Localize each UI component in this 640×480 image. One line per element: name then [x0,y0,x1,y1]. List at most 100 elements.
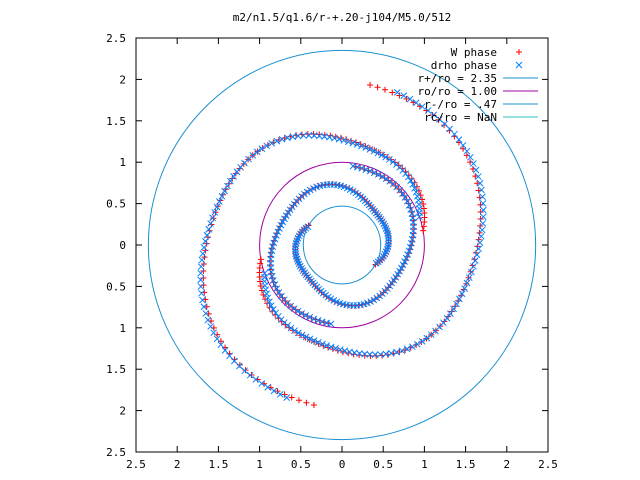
data-point [258,380,266,387]
data-point [366,351,374,358]
data-point [446,125,454,133]
data-point [370,147,378,155]
data-point [302,312,310,319]
data-point [367,82,374,89]
data-point [408,343,416,351]
data-point [294,307,302,315]
data-point [430,111,438,119]
data-point [319,340,326,348]
data-point [221,347,229,354]
data-point [475,245,482,253]
data-point [257,256,264,263]
data-point [385,240,392,248]
data-point [362,144,370,152]
data-point [277,221,285,229]
data-point [382,153,390,161]
data-point [275,289,283,296]
data-point [466,153,474,161]
legend-label: W phase [451,46,497,59]
data-point [306,313,314,321]
data-point [385,235,392,243]
reference-circle [302,205,382,285]
data-point [298,310,306,317]
reference-circles [147,49,537,441]
data-point [378,151,386,159]
data-point [373,294,381,302]
data-point [267,302,275,309]
data-point [257,278,264,285]
x-tick-label: 1.5 [456,458,476,471]
data-point [423,334,431,342]
data-point [406,243,414,251]
data-point [237,163,244,171]
data-point [389,158,397,166]
data-point [374,84,381,91]
data-point [303,188,311,196]
data-point [273,232,280,239]
data-point [327,320,335,328]
data-point [377,351,384,358]
y-tick-label: 1.5 [106,115,126,128]
data-point [453,300,460,308]
x-tick-label: 2 [503,458,510,471]
data-point [198,256,206,264]
data-point [207,323,214,330]
data-point [470,263,477,270]
data-point [284,134,291,142]
data-point [382,175,390,183]
data-point [273,285,281,293]
data-point [303,399,310,406]
x-tick-label: 1 [421,458,428,471]
data-point [411,184,418,192]
data-point [295,397,302,404]
data-point [233,168,241,176]
data-point [399,261,407,269]
data-point [465,274,473,282]
y-tick-label: 2.5 [106,32,126,45]
data-point [394,270,402,278]
reference-circle [259,161,425,329]
data-point [197,263,205,270]
data-point [270,387,278,395]
data-point [294,132,302,140]
data-point [456,295,463,303]
data-point [463,279,471,287]
data-point [473,251,481,259]
data-point [479,193,486,201]
x-tick-label: 2.5 [538,458,558,471]
y-tick-label: 2 [119,73,126,86]
legend-label: drho phase [431,59,497,72]
data-point [281,215,288,223]
y-tick-label: 0.5 [106,198,126,211]
data-point [316,132,323,140]
data-point [225,180,232,187]
legend-label: rc/ro = NaN [424,111,497,124]
data-point [470,160,477,167]
data-point [447,310,454,317]
data-point [407,206,415,213]
data-point [471,257,479,265]
data-point [207,220,214,227]
data-point [314,317,322,324]
y-tick-label: 2.5 [106,446,126,459]
data-point [452,303,459,310]
data-point [282,212,290,220]
legend-label: r-/ro = .47 [424,98,497,111]
data-point [440,319,447,327]
data-point [388,279,396,287]
data-point [374,149,382,157]
data-point [382,86,389,93]
data-point [366,145,373,152]
data-point [294,329,302,337]
x-tick-label: 2 [174,458,181,471]
data-point [463,147,471,155]
data-point [349,162,357,170]
data-point [458,290,466,298]
data-point [474,173,482,180]
data-point [424,107,432,114]
data-point [202,310,210,317]
data-point [197,276,204,284]
data-point [396,349,403,356]
data-point [302,333,310,341]
data-point [472,166,480,174]
